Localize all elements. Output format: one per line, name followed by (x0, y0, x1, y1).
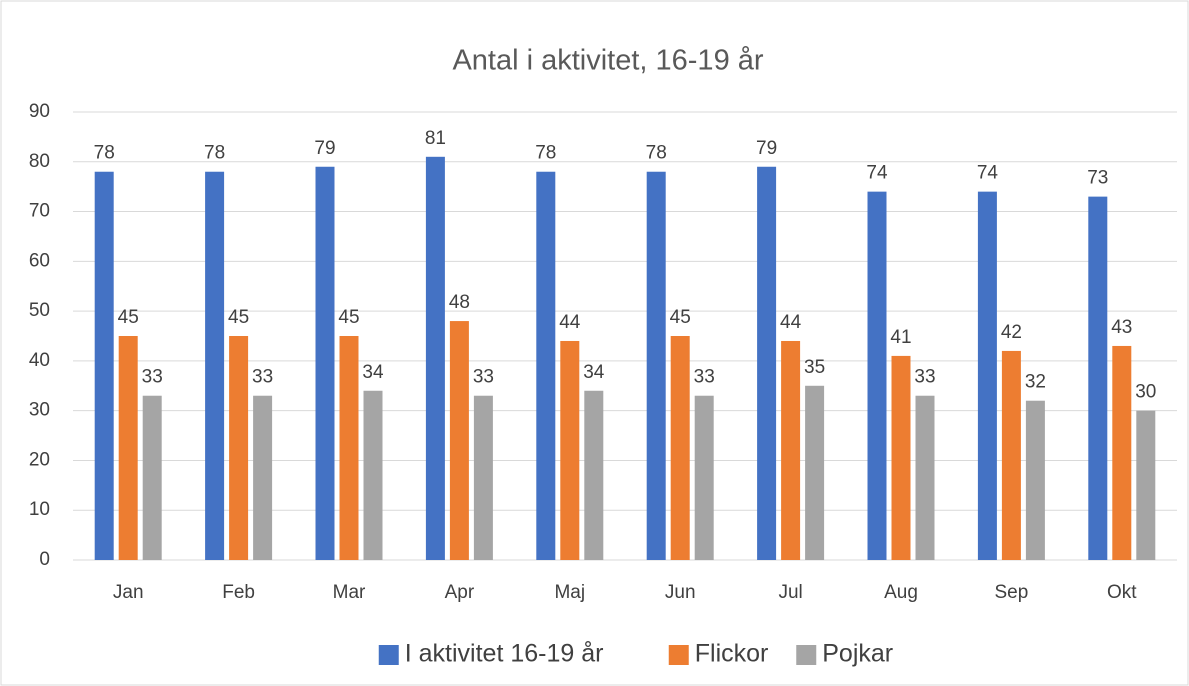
legend-swatch (668, 645, 689, 665)
bar (1088, 196, 1108, 560)
bar (781, 340, 801, 560)
bar (1001, 350, 1021, 560)
data-label: 43 (1111, 317, 1132, 338)
data-label: 45 (118, 307, 139, 328)
bar (1112, 345, 1132, 560)
bar (867, 191, 887, 560)
y-tick-label: 20 (29, 449, 50, 470)
data-label: 33 (473, 367, 494, 388)
y-tick-label: 50 (29, 300, 50, 321)
bar (94, 171, 114, 560)
x-tick-label: Jun (665, 582, 696, 603)
legend-label: Pojkar (822, 640, 893, 668)
x-tick-label: Jan (113, 582, 144, 603)
bar (253, 395, 273, 560)
bar (339, 336, 359, 560)
x-tick-label: Okt (1107, 582, 1137, 603)
legend-label: I aktivitet 16-19 år (405, 640, 604, 668)
x-tick-label: Maj (554, 582, 585, 603)
y-tick-label: 70 (29, 201, 50, 222)
y-tick-label: 80 (29, 151, 50, 172)
bar (315, 166, 335, 560)
y-tick-label: 40 (29, 350, 50, 371)
bar (805, 385, 825, 560)
data-label: 74 (977, 163, 999, 184)
data-label: 33 (252, 367, 273, 388)
data-label: 48 (449, 292, 470, 313)
data-label: 73 (1087, 168, 1108, 189)
data-label: 45 (338, 307, 359, 328)
x-tick-label: Aug (884, 582, 918, 603)
data-label: 41 (890, 327, 911, 348)
bar (205, 171, 225, 560)
bar (584, 390, 604, 560)
data-label: 78 (535, 143, 556, 164)
data-label: 45 (228, 307, 249, 328)
bar (977, 191, 997, 560)
data-label: 35 (804, 357, 825, 378)
data-label: 45 (670, 307, 691, 328)
bar (646, 171, 666, 560)
y-tick-label: 10 (29, 499, 50, 520)
x-tick-label: Mar (333, 582, 366, 603)
y-tick-label: 0 (39, 549, 50, 570)
bar (449, 321, 469, 560)
data-label: 33 (914, 367, 935, 388)
x-tick-label: Feb (222, 582, 255, 603)
data-label: 42 (1001, 322, 1022, 343)
data-label: 44 (559, 312, 581, 333)
bar (891, 355, 911, 560)
bar (757, 166, 777, 560)
bar (1136, 410, 1156, 560)
chart-title: Antal i aktivitet, 16-19 år (452, 45, 763, 77)
legend-swatch (796, 645, 817, 665)
data-label: 33 (694, 367, 715, 388)
data-label: 44 (780, 312, 802, 333)
data-label: 34 (362, 362, 384, 383)
y-tick-label: 30 (29, 400, 50, 421)
bar (425, 156, 445, 561)
bar (142, 395, 162, 560)
bar (363, 390, 383, 560)
data-label: 34 (583, 362, 605, 383)
bar (536, 171, 556, 560)
data-label: 32 (1025, 372, 1046, 393)
data-label: 79 (314, 138, 335, 159)
bar (229, 336, 249, 560)
data-label: 33 (142, 367, 163, 388)
y-tick-label: 90 (29, 101, 50, 122)
bar (670, 336, 690, 560)
data-label: 79 (756, 138, 777, 159)
x-tick-label: Apr (445, 582, 475, 603)
data-label: 81 (425, 128, 446, 149)
legend-label: Flickor (695, 640, 769, 668)
bar (694, 395, 714, 560)
bar (560, 340, 580, 560)
data-label: 30 (1135, 382, 1156, 403)
legend-swatch (378, 645, 399, 665)
x-tick-label: Jul (778, 582, 802, 603)
data-label: 74 (866, 163, 888, 184)
x-tick-label: Sep (994, 582, 1028, 603)
data-label: 78 (204, 143, 225, 164)
bar (118, 336, 138, 560)
bar (473, 395, 493, 560)
bar (915, 395, 935, 560)
bar (1025, 400, 1045, 560)
data-label: 78 (646, 143, 667, 164)
y-tick-label: 60 (29, 250, 50, 271)
data-label: 78 (94, 143, 115, 164)
